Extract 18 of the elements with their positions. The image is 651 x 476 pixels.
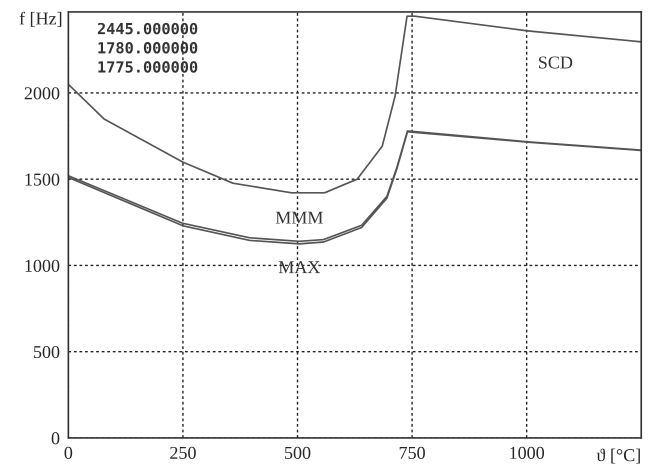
y-axis-title: f [Hz]: [20, 12, 62, 27]
x-axis-title: ϑ [°C]: [596, 448, 640, 464]
y-tick-label: 1000: [26, 260, 60, 272]
y-tick-label: 500: [34, 346, 60, 358]
x-tick-label: 750: [400, 446, 425, 459]
x-tick-label: 500: [285, 446, 310, 459]
y-tick-label: 2000: [24, 87, 60, 100]
series-label: MAX: [278, 261, 320, 274]
series-label: SCD: [539, 56, 572, 69]
x-tick-label: 1000: [510, 446, 544, 459]
series-label: MMM: [276, 212, 323, 224]
annotation: 1775.000000: [98, 61, 198, 73]
x-tick-label: 0: [64, 446, 72, 459]
annotation: 2445.000000: [98, 22, 198, 34]
x-tick-label: 250: [170, 446, 196, 459]
y-tick-label: 1500: [26, 173, 60, 186]
y-tick-label: 0: [52, 432, 60, 444]
annotation: 1780.000000: [98, 42, 198, 54]
